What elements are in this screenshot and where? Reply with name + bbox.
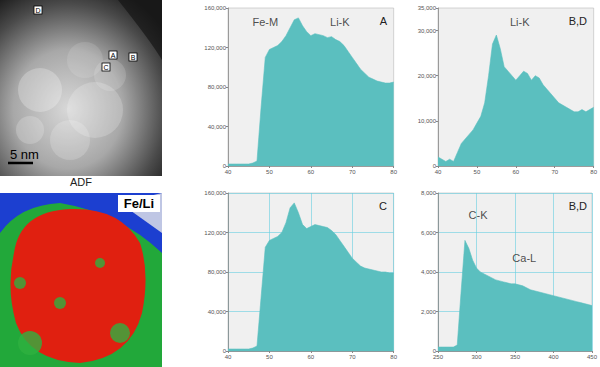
svg-text:2,000: 2,000	[421, 309, 437, 315]
svg-text:6,000: 6,000	[421, 230, 437, 236]
svg-text:0: 0	[432, 348, 436, 354]
svg-text:C: C	[379, 200, 387, 212]
svg-text:160,000: 160,000	[204, 190, 226, 196]
svg-text:A: A	[111, 52, 116, 59]
svg-text:Fe/Li: Fe/Li	[124, 196, 154, 211]
svg-text:8,000: 8,000	[421, 190, 437, 196]
svg-text:0: 0	[222, 163, 226, 169]
svg-text:80: 80	[590, 169, 597, 175]
svg-text:400: 400	[548, 354, 559, 360]
svg-text:D: D	[35, 7, 40, 14]
svg-text:40: 40	[225, 169, 232, 175]
svg-text:30,000: 30,000	[418, 28, 437, 34]
svg-text:C: C	[103, 64, 108, 71]
svg-text:250: 250	[433, 354, 444, 360]
svg-text:Li-K: Li-K	[510, 16, 530, 28]
svg-text:Li-K: Li-K	[330, 16, 350, 28]
svg-text:60: 60	[307, 354, 314, 360]
svg-text:120,000: 120,000	[204, 45, 226, 51]
svg-text:40,000: 40,000	[208, 124, 227, 130]
svg-text:40: 40	[225, 354, 232, 360]
svg-text:60: 60	[307, 169, 314, 175]
svg-text:0: 0	[432, 163, 436, 169]
svg-text:350: 350	[510, 354, 521, 360]
svg-text:Ca-L: Ca-L	[512, 252, 536, 264]
svg-text:20,000: 20,000	[418, 73, 437, 79]
svg-text:B,D: B,D	[569, 200, 587, 212]
svg-text:70: 70	[551, 169, 558, 175]
svg-text:70: 70	[349, 354, 356, 360]
svg-text:80: 80	[390, 169, 397, 175]
svg-text:A: A	[380, 15, 388, 27]
svg-text:10,000: 10,000	[418, 118, 437, 124]
svg-text:60: 60	[512, 169, 519, 175]
svg-text:120,000: 120,000	[204, 230, 226, 236]
svg-text:80,000: 80,000	[208, 84, 227, 90]
svg-text:160,000: 160,000	[204, 5, 226, 11]
html-text:ADF: ADF	[70, 176, 92, 188]
svg-text:450: 450	[587, 354, 598, 360]
svg-text:B: B	[131, 54, 136, 61]
svg-text:C-K: C-K	[469, 209, 489, 221]
svg-text:50: 50	[266, 169, 273, 175]
svg-text:40: 40	[435, 169, 442, 175]
svg-text:80: 80	[390, 354, 397, 360]
svg-text:40,000: 40,000	[208, 309, 227, 315]
svg-text:70: 70	[349, 169, 356, 175]
svg-text:4,000: 4,000	[421, 269, 437, 275]
svg-text:80,000: 80,000	[208, 269, 227, 275]
svg-text:Fe-M: Fe-M	[252, 16, 278, 28]
svg-text:5 nm: 5 nm	[10, 147, 39, 162]
svg-text:50: 50	[266, 354, 273, 360]
svg-text:B,D: B,D	[569, 15, 587, 27]
svg-text:50: 50	[474, 169, 481, 175]
svg-text:0: 0	[222, 348, 226, 354]
svg-text:35,000: 35,000	[418, 5, 437, 11]
svg-text:300: 300	[471, 354, 482, 360]
